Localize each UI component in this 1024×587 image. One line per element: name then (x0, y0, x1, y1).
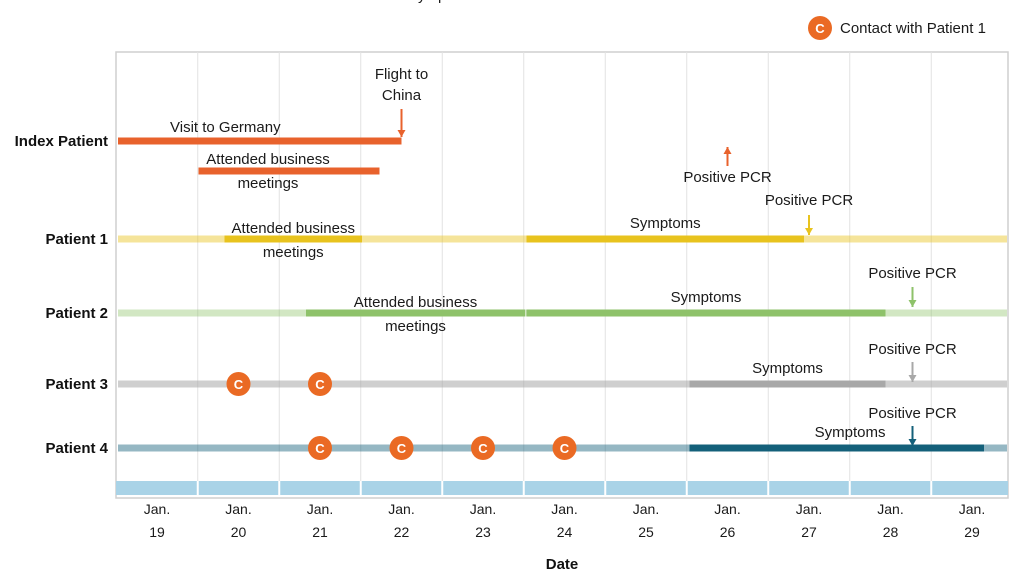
contact-marker-symbol: C (315, 441, 325, 456)
row-patient-4: Patient 4 Symptoms Positive PCR C C C C (45, 405, 1007, 460)
row-label: Patient 2 (45, 305, 108, 322)
event-label: Positive PCR (868, 265, 957, 282)
tick-label-month: Jan. (551, 501, 577, 517)
contact-marker-symbol: C (478, 441, 488, 456)
tick-label-day: 29 (964, 524, 980, 540)
period-label: Symptoms (671, 289, 742, 306)
tick-label-day: 27 (801, 524, 817, 540)
tick-label-day: 20 (231, 524, 247, 540)
event-label: Positive PCR (683, 169, 772, 186)
event-arrowhead (908, 375, 917, 382)
patient-rows: Index Patient Visit to Germany Attended bu… (15, 0, 1007, 460)
row-patient-2: Patient 2 Attended business meetings Sympto… (45, 265, 1007, 335)
period-label: Symptoms (815, 424, 886, 441)
event-label: Positive PCR (765, 192, 854, 209)
event-arrowhead (908, 439, 917, 446)
tick-label-month: Jan. (796, 501, 822, 517)
date-axis-band (116, 481, 1008, 495)
contact-marker (308, 436, 332, 460)
plot-frame (115, 51, 1009, 499)
row-label: Patient 1 (45, 231, 108, 248)
contact-marker-symbol: C (315, 377, 325, 392)
event-label: Positive PCR (868, 341, 957, 358)
period-label: Attended business (232, 220, 355, 237)
period-label: Attended business (206, 151, 329, 168)
tick-label-day: 25 (638, 524, 654, 540)
row-patient-3: Patient 3 Symptoms Positive PCR C C (45, 341, 1007, 396)
legend-contact-marker (808, 16, 832, 40)
period-label: Visit to Germany (170, 119, 281, 136)
period-label: Symptoms (752, 360, 823, 377)
period-label: meetings (385, 318, 446, 335)
plot-border (115, 51, 1009, 499)
tick-label-month: Jan. (388, 501, 414, 517)
period-label: Attended business (354, 294, 477, 311)
period-label: Symptoms (408, 0, 479, 4)
event-arrowhead (805, 228, 813, 235)
tick-label-day: 26 (720, 524, 736, 540)
event-label: Positive PCR (868, 405, 957, 422)
tick-label-month: Jan. (307, 501, 333, 517)
contact-marker (389, 436, 414, 460)
tick-label-day: 24 (557, 524, 573, 540)
contact-marker (552, 436, 577, 460)
row-label: Index Patient (15, 133, 108, 150)
row-index-patient: Index Patient Visit to Germany Attended bu… (15, 0, 1007, 192)
tick-label-day: 23 (475, 524, 491, 540)
x-axis: Jan. 19 Jan. 20 Jan. 21 Jan. 22 Jan. 23 Jan. 24 Jan.… (116, 481, 1008, 573)
tick-label-month: Jan. (633, 501, 659, 517)
row-label: Patient 3 (45, 376, 108, 393)
contact-marker (226, 372, 251, 396)
tick-label-day: 21 (312, 524, 328, 540)
contact-marker (471, 436, 495, 460)
event-arrowhead (908, 300, 917, 307)
tick-label-month: Jan. (144, 501, 170, 517)
row-patient-1: Patient 1 Attended business meetings Sympto… (45, 192, 1007, 261)
event-arrowhead (723, 147, 732, 154)
tick-label-day: 19 (149, 524, 165, 540)
tick-label-month: Jan. (959, 501, 985, 517)
contact-marker-symbol: C (234, 377, 244, 392)
event-label: China (382, 87, 422, 104)
contact-marker-symbol: C (560, 441, 570, 456)
tick-label-month: Jan. (877, 501, 903, 517)
legend-contact-symbol: C (815, 21, 825, 36)
event-arrowhead (397, 130, 406, 137)
period-label: meetings (238, 175, 299, 192)
period-label: meetings (263, 244, 324, 261)
row-label: Patient 4 (45, 440, 108, 457)
legend-label: Contact with Patient 1 (840, 20, 986, 37)
x-axis-title: Date (546, 556, 579, 573)
contact-marker (308, 372, 332, 396)
tick-label-month: Jan. (470, 501, 496, 517)
contact-marker-symbol: C (397, 441, 407, 456)
tick-label-day: 22 (394, 524, 410, 540)
tick-label-day: 28 (883, 524, 899, 540)
tick-label-month: Jan. (225, 501, 251, 517)
tick-label-month: Jan. (714, 501, 740, 517)
period-label: Symptoms (630, 215, 701, 232)
event-label: Flight to (375, 66, 428, 83)
legend: C Contact with Patient 1 (808, 16, 986, 40)
